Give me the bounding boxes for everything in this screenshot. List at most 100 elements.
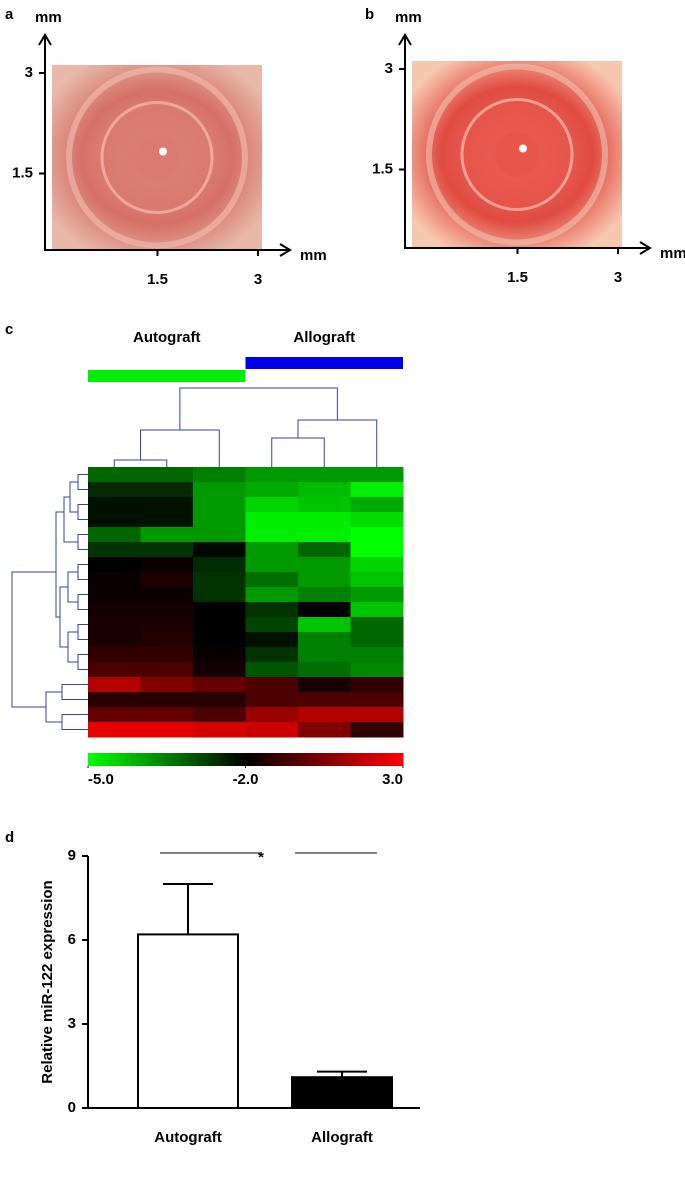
axes [44, 35, 290, 251]
heatmap-cell [140, 497, 194, 513]
colorbar-segment [229, 753, 236, 766]
heatmap-cell [193, 557, 246, 573]
heatmap-cell [88, 722, 141, 738]
heatmap-cell [298, 587, 351, 603]
heatmap-cell [193, 662, 246, 678]
heatmap-cell [298, 707, 351, 723]
colorbar-segment [93, 753, 99, 766]
heatmap-cell [350, 542, 404, 558]
x-tick-label: Autograft [154, 1129, 222, 1146]
bar [291, 1076, 393, 1109]
heatmap-cell [193, 602, 246, 618]
heatmap-cell [193, 647, 246, 663]
heatmap-cell [88, 707, 141, 723]
colorbar-segment [324, 753, 330, 766]
colorbar-segment [219, 753, 225, 766]
heatmap-cell [193, 722, 246, 738]
heatmap-cell [88, 602, 141, 618]
heatmap-cell [140, 692, 194, 708]
colorbar-segment [245, 753, 252, 766]
heatmap-cell [350, 632, 404, 648]
heatmap-cell [193, 707, 246, 723]
colorbar-segment [277, 753, 283, 766]
heatmap-cell [193, 587, 246, 603]
heatmap-cell [298, 722, 351, 738]
heatmap-cell [245, 557, 299, 573]
y-tick-label: 1.5 [12, 164, 33, 181]
colorbar-segment [240, 753, 246, 766]
y-axis-label: Relative miR-122 expression [39, 880, 56, 1083]
heatmap-cell [350, 527, 404, 543]
heatmap-cell [350, 677, 404, 693]
colorbar-segment [214, 753, 220, 766]
y-tick-label: 3 [68, 1015, 76, 1032]
colorbar-segment [187, 753, 194, 766]
significance-marker: * [258, 849, 264, 866]
heatmap-cell [298, 572, 351, 588]
heatmap-cell [88, 482, 141, 498]
y-tick-label: 1.5 [372, 160, 393, 177]
heatmap-cell [140, 587, 194, 603]
colorbar-segment [193, 753, 199, 766]
pupil [135, 135, 179, 180]
colorbar-segment [287, 753, 294, 766]
colorbar-tick-label: -2.0 [233, 771, 259, 788]
colorbar-tick-label: 3.0 [382, 771, 403, 788]
colorbar-segment [313, 753, 320, 766]
heatmap-cell [298, 617, 351, 633]
heatmap-cell [88, 677, 141, 693]
colorbar-segment [329, 753, 336, 766]
y-tick-label: 9 [68, 847, 76, 864]
heatmap-cell [140, 647, 194, 663]
heatmap-cell [88, 512, 141, 528]
heatmap-cell [298, 632, 351, 648]
colorbar-segment [361, 753, 367, 766]
colorbar-segment [387, 753, 393, 766]
heatmap-cell [193, 482, 246, 498]
colorbar-segment [130, 753, 136, 766]
heatmap-cell [193, 572, 246, 588]
iris-ring [66, 66, 248, 249]
colorbar-segment [145, 753, 152, 766]
heatmap-cell [193, 542, 246, 558]
heatmap-cell [245, 587, 299, 603]
heatmap-cell [140, 662, 194, 678]
x-tick-label: 3 [614, 269, 622, 286]
colorbar-segment [135, 753, 141, 766]
group-bar [245, 357, 403, 369]
heatmap-cell [350, 467, 404, 483]
heatmap-cell [350, 512, 404, 528]
heatmap-cell [140, 527, 194, 543]
colorbar-segment [172, 753, 178, 766]
heatmap-cell [245, 647, 299, 663]
colorbar-segment [124, 753, 131, 766]
heatmap-cell [140, 677, 194, 693]
iris-ring [426, 63, 608, 246]
colorbar-segment [98, 753, 105, 766]
colorbar-segment [298, 753, 304, 766]
heatmap-cell [193, 512, 246, 528]
heatmap-cell [298, 512, 351, 528]
heatmap-cell [193, 677, 246, 693]
colorbar-segment [371, 753, 378, 766]
colorbar-segment [151, 753, 157, 766]
colorbar-segment [224, 753, 231, 766]
heatmap-cell [245, 467, 299, 483]
colorbar-segment [161, 753, 168, 766]
heatmap-cell [88, 662, 141, 678]
colorbar-segment [103, 753, 110, 766]
heatmap-cell [193, 692, 246, 708]
heatmap-cell [140, 602, 194, 618]
colorbar-segment [345, 753, 351, 766]
heatmap-cell [193, 497, 246, 513]
heatmap-cell [298, 467, 351, 483]
heatmap-cell [245, 692, 299, 708]
heatmap-cell [350, 602, 404, 618]
heatmap-cell [350, 482, 404, 498]
y-tick-label: 0 [68, 1099, 76, 1116]
heatmap-cell [88, 692, 141, 708]
heatmap-cell [350, 617, 404, 633]
colorbar-segment [355, 753, 362, 766]
colorbar-segment [198, 753, 204, 766]
heatmap-cell [350, 587, 404, 603]
